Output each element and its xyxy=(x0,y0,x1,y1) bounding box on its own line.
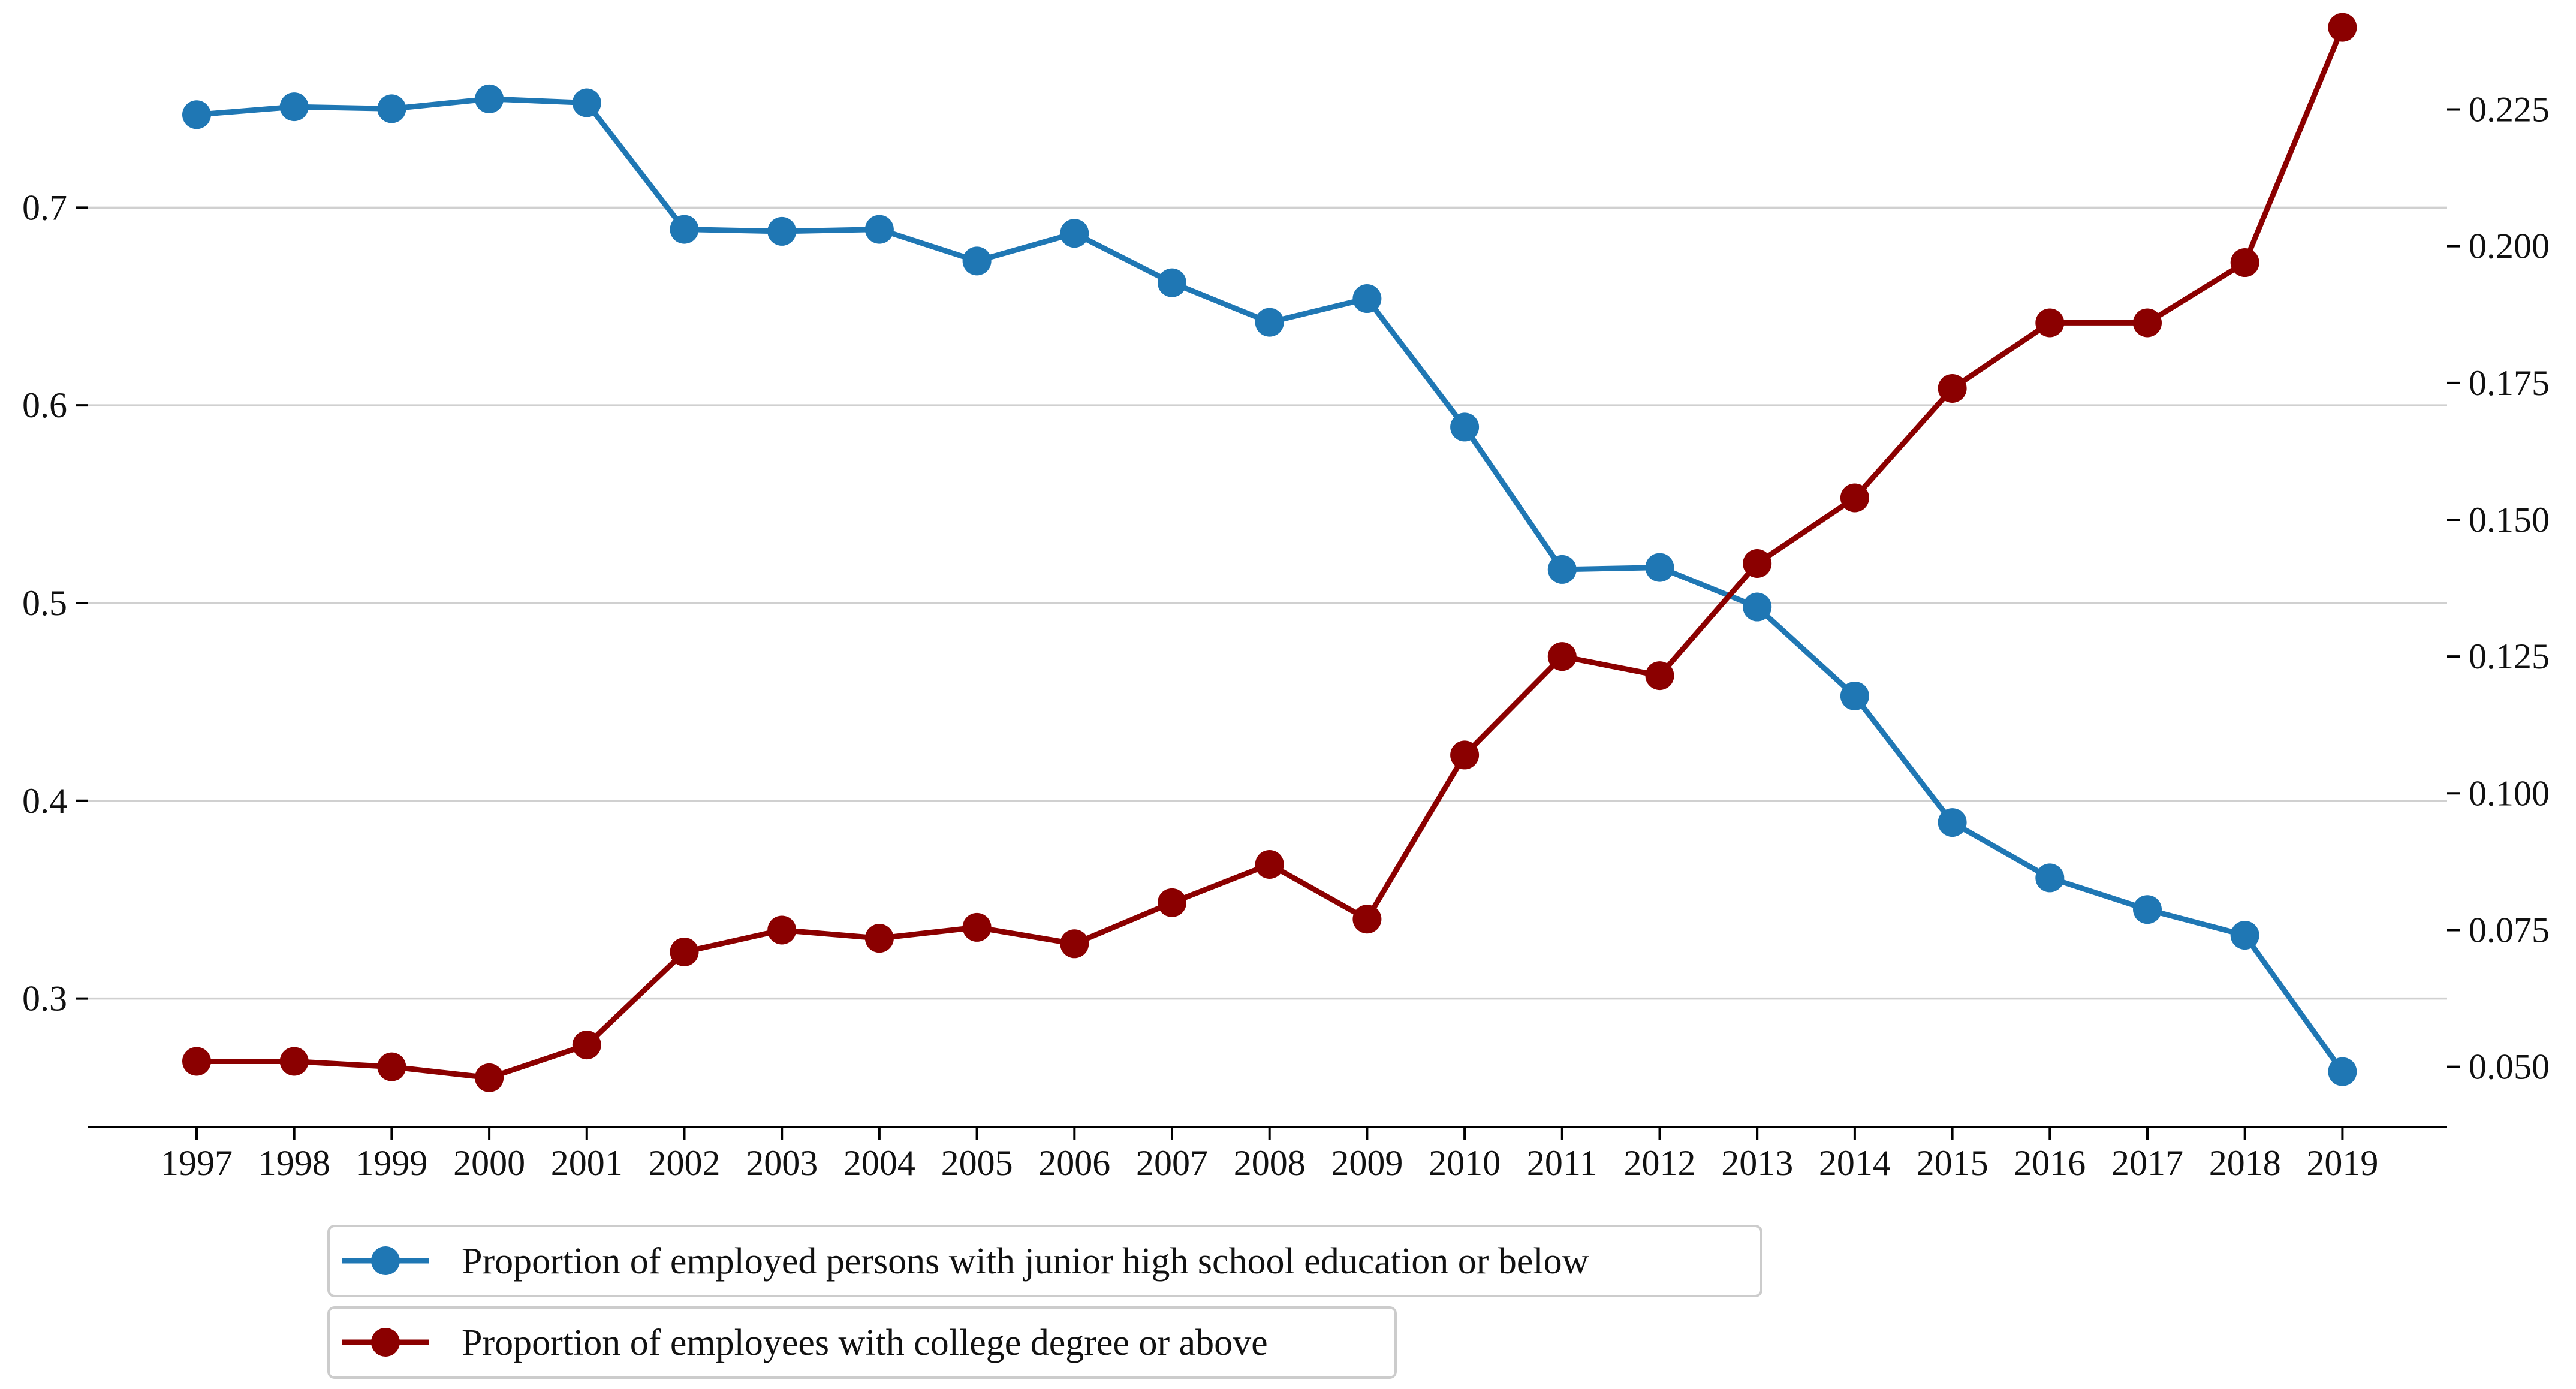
series-1-point xyxy=(182,100,211,129)
left-tick-label: 0.5 xyxy=(22,583,67,623)
series-2-point xyxy=(2035,308,2065,338)
legend-box-series-1 xyxy=(327,1225,1762,1297)
series-2-point xyxy=(1060,929,1089,959)
series-1-point xyxy=(1352,284,1382,314)
series-1-point xyxy=(670,215,699,244)
series-2-point xyxy=(670,937,699,966)
gridlines xyxy=(88,206,2447,1000)
x-axis-ticks: 1997 1998 1999 2000 2001 2002 2003 2004 2005 2006… xyxy=(161,1127,2378,1183)
series-1-point xyxy=(767,216,797,246)
right-tick-label: 0.225 xyxy=(2469,90,2550,129)
right-tick-label: 0.150 xyxy=(2469,500,2550,540)
series-2-point xyxy=(572,1031,601,1060)
x-tick-label: 2003 xyxy=(746,1143,818,1183)
series-2-point xyxy=(1158,888,1186,917)
series-2-point xyxy=(279,1047,309,1076)
left-tick-label: 0.4 xyxy=(22,781,67,821)
series-1-line xyxy=(196,96,2345,1074)
series-1-point xyxy=(1938,808,1967,837)
series-1-point xyxy=(1255,308,1284,337)
series-2-point xyxy=(1255,849,1284,879)
series-2-point xyxy=(182,1047,211,1076)
x-tick-label: 2018 xyxy=(2209,1143,2281,1183)
x-tick-label: 2015 xyxy=(1917,1143,1989,1183)
legend-marker-series-2 xyxy=(371,1328,400,1357)
x-tick-label: 2002 xyxy=(649,1143,721,1183)
series-2 xyxy=(182,13,2357,1092)
x-tick-label: 2016 xyxy=(2014,1143,2086,1183)
series-1-point xyxy=(1060,219,1089,248)
series-1-point xyxy=(2230,921,2259,950)
series-2-point xyxy=(377,1052,406,1081)
series-1-point xyxy=(2133,895,2162,924)
right-tick-label: 0.125 xyxy=(2469,637,2550,676)
series-1-point xyxy=(864,215,894,244)
x-tick-label: 2012 xyxy=(1624,1143,1696,1183)
series-2-point xyxy=(767,915,797,945)
series-2-point xyxy=(2133,308,2162,338)
series-1-point xyxy=(572,88,601,117)
series-2-point xyxy=(1547,642,1577,671)
legend-marker-series-1 xyxy=(371,1246,400,1275)
left-tick-label: 0.7 xyxy=(22,188,67,227)
series-2-point xyxy=(864,924,894,953)
x-tick-label: 2010 xyxy=(1429,1143,1501,1183)
legend: Proportion of employed persons with juni… xyxy=(327,1225,1762,1379)
series-2-point xyxy=(475,1063,504,1092)
x-tick-label: 2011 xyxy=(1527,1143,1598,1183)
x-tick-label: 2014 xyxy=(1819,1143,1891,1183)
series-1-point xyxy=(1645,553,1674,582)
series-2-point xyxy=(1352,905,1382,934)
series-2-point xyxy=(1840,483,1869,513)
series-1-point xyxy=(279,92,309,122)
series-1 xyxy=(182,84,2357,1086)
x-tick-label: 2017 xyxy=(2111,1143,2183,1183)
series-2-point xyxy=(962,912,992,942)
series-2-point xyxy=(2328,13,2357,42)
right-y-axis-ticks: 0.050 0.075 0.100 0.125 0.150 0.175 0.200 0.225 xyxy=(2447,90,2550,1087)
legend-label-series-1: Proportion of employed persons with juni… xyxy=(462,1241,1589,1282)
series-2-point xyxy=(1938,373,1967,403)
right-tick-label: 0.050 xyxy=(2469,1047,2550,1087)
x-tick-label: 2008 xyxy=(1234,1143,1306,1183)
left-tick-label: 0.3 xyxy=(22,979,67,1019)
x-tick-label: 1999 xyxy=(355,1143,427,1183)
series-1-point xyxy=(1547,555,1577,584)
right-tick-label: 0.175 xyxy=(2469,363,2550,403)
series-1-point xyxy=(377,94,406,123)
series-1-point xyxy=(1840,681,1869,710)
x-tick-label: 2013 xyxy=(1721,1143,1793,1183)
series-1-point xyxy=(2328,1057,2357,1086)
series-2-point xyxy=(1645,661,1674,691)
series xyxy=(182,13,2357,1092)
left-y-axis-ticks: 0.3 0.4 0.5 0.6 0.7 xyxy=(22,188,88,1019)
series-1-point xyxy=(1158,268,1186,297)
right-tick-label: 0.075 xyxy=(2469,910,2550,950)
legend-box-series-2 xyxy=(327,1306,1397,1379)
x-tick-label: 2001 xyxy=(551,1143,623,1183)
series-1-point xyxy=(1743,592,1772,622)
series-2-point xyxy=(1743,549,1772,578)
series-1-point xyxy=(2035,863,2065,893)
x-tick-label: 1997 xyxy=(161,1143,233,1183)
series-2-point xyxy=(2230,248,2259,278)
x-tick-label: 2009 xyxy=(1331,1143,1403,1183)
series-1-point xyxy=(1450,412,1480,442)
series-2-point xyxy=(1450,740,1480,770)
right-tick-label: 0.200 xyxy=(2469,227,2550,266)
series-1-point xyxy=(475,84,504,113)
x-tick-label: 2006 xyxy=(1038,1143,1110,1183)
x-tick-label: 2005 xyxy=(941,1143,1013,1183)
x-tick-label: 2019 xyxy=(2306,1143,2378,1183)
x-tick-label: 2000 xyxy=(453,1143,525,1183)
right-tick-label: 0.100 xyxy=(2469,773,2550,813)
x-tick-label: 2004 xyxy=(843,1143,915,1183)
legend-label-series-2: Proportion of employees with college deg… xyxy=(462,1322,1268,1363)
x-tick-label: 2007 xyxy=(1136,1143,1208,1183)
left-tick-label: 0.6 xyxy=(22,385,67,425)
x-tick-label: 1998 xyxy=(258,1143,330,1183)
series-1-point xyxy=(962,246,992,276)
series-2-line xyxy=(197,26,2345,1081)
